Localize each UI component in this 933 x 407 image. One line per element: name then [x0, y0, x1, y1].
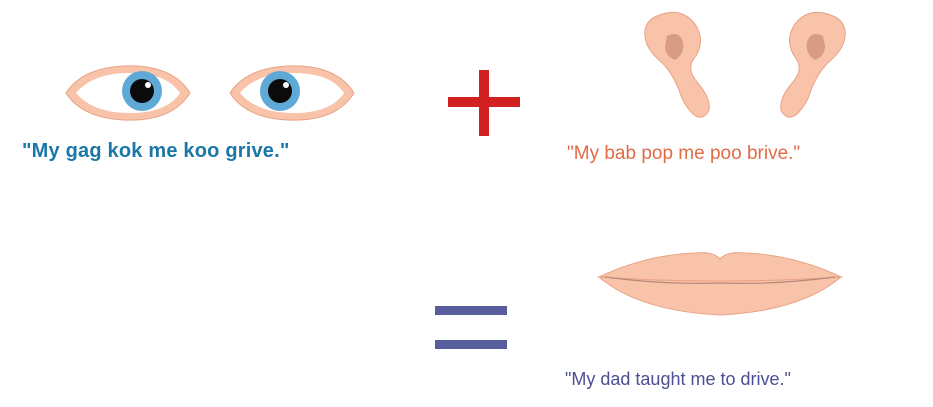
left-eye	[65, 65, 191, 121]
lips-caption: "My dad taught me to drive."	[565, 369, 791, 389]
equals-bottom-bar	[435, 340, 507, 349]
plus-sign	[448, 70, 520, 136]
eyes-icon	[65, 65, 355, 121]
eyes-caption: "My gag kok me koo grive."	[22, 140, 290, 162]
ears-caption: "My bab pop me poo brive."	[567, 143, 801, 164]
equals-top-bar	[435, 306, 507, 315]
upper-lip	[597, 252, 843, 282]
ears-icon	[644, 11, 846, 118]
equals-sign	[435, 306, 507, 350]
plus-vertical-bar	[479, 70, 489, 136]
lower-lip	[597, 276, 843, 316]
right-eye	[229, 65, 355, 121]
left-ear	[644, 11, 710, 118]
right-ear	[780, 11, 846, 118]
lips-icon	[597, 252, 843, 316]
